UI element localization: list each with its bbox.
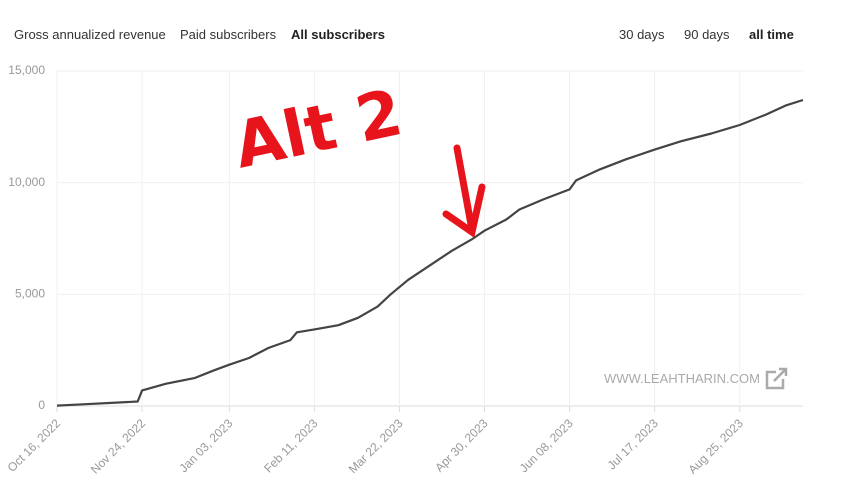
external-link-icon[interactable] [765, 367, 788, 390]
annotation: Alt 2 [228, 76, 409, 183]
x-tick-label: Apr 30, 2023 [432, 416, 491, 475]
x-tick-label: Aug 25, 2023 [685, 416, 746, 477]
grid [56, 70, 803, 407]
x-tick-label: Jul 17, 2023 [605, 416, 661, 472]
x-tick-label: Feb 11, 2023 [261, 416, 321, 476]
x-tick-label: Jan 03, 2023 [176, 416, 235, 475]
range-tab[interactable]: all time [749, 27, 794, 42]
y-tick-label: 0 [38, 398, 45, 412]
x-tick-label: Oct 16, 2022 [5, 416, 64, 475]
annotation-arrow [442, 144, 486, 238]
metric-tab[interactable]: All subscribers [291, 27, 385, 42]
range-tab[interactable]: 90 days [684, 27, 730, 42]
metric-tab[interactable]: Gross annualized revenue [14, 27, 166, 42]
x-tick-label: Nov 24, 2022 [88, 416, 149, 477]
metric-tab[interactable]: Paid subscribers [180, 27, 277, 42]
range-tab[interactable]: 30 days [619, 27, 665, 42]
line [56, 98, 804, 407]
y-tick-label: 15,000 [8, 63, 45, 77]
watermark[interactable]: WWW.LEAHTHARIN.COM [604, 371, 760, 386]
y-tick-label: 5,000 [15, 287, 45, 301]
x-tick-label: Jun 08, 2023 [517, 416, 576, 475]
y-tick-label: 10,000 [8, 175, 45, 189]
x-tick-label: Mar 22, 2023 [346, 416, 406, 476]
